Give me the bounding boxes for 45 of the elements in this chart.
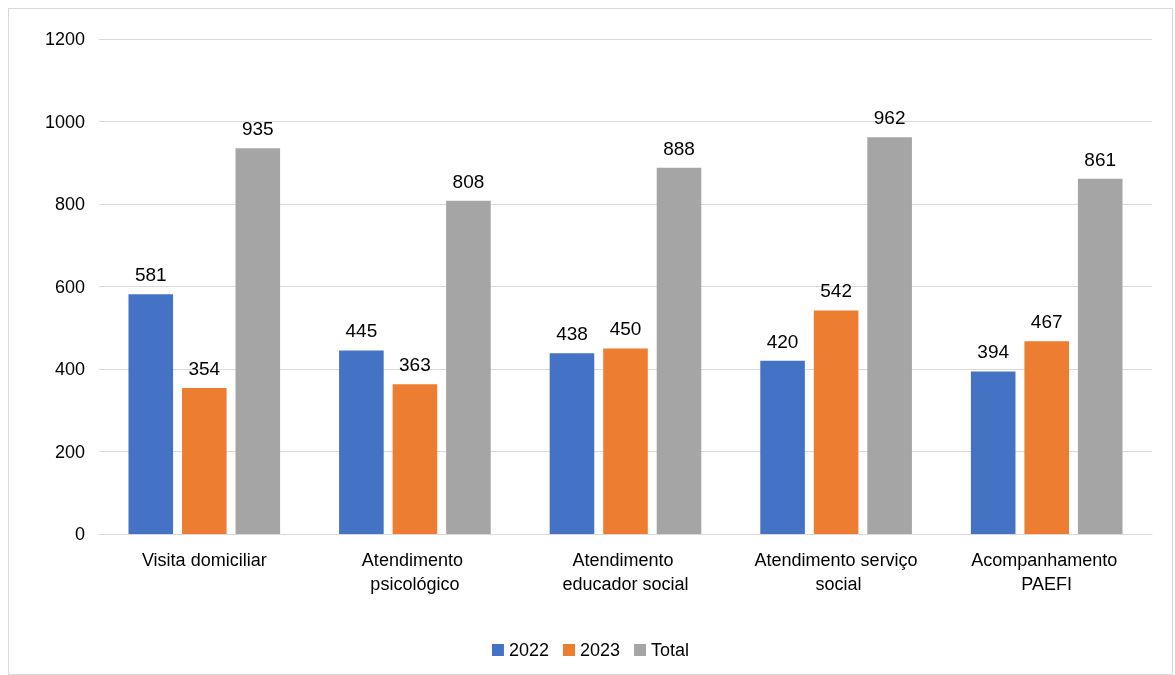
data-label: 808 [452,170,485,192]
data-label: 438 [556,323,588,345]
bar [339,350,384,534]
data-label: 581 [134,264,167,286]
bar [182,387,227,534]
data-label: 450 [609,318,642,340]
legend-label: Total [651,640,690,660]
bar [128,294,174,534]
data-label: 394 [977,341,1010,363]
data-label: 962 [873,107,906,129]
data-label: 467 [1030,311,1063,333]
y-tick-label: 200 [54,441,85,462]
x-tick-label: Acompanhamento PAEFI [971,550,1123,594]
y-tick-label: 0 [74,524,85,544]
legend-label: 2022 [508,640,549,660]
bar [760,360,805,534]
y-tick-label: 400 [54,359,85,379]
legend-label: 2023 [579,640,621,660]
bar [603,348,648,534]
bar [1024,341,1069,534]
data-label: 935 [241,118,274,140]
data-label: 542 [820,280,852,302]
data-label: 363 [399,354,431,376]
x-tick-label: Atendimento serviço social [754,550,918,594]
y-tick-label: 800 [54,194,85,214]
x-tick-label: Visita domiciliar [141,550,267,570]
bar [867,137,912,534]
bar [235,148,281,534]
data-label: 420 [766,330,799,352]
bar [446,200,491,534]
bar [549,353,595,534]
x-tick-label: Atendimento educador social [562,550,689,594]
bar [813,310,859,534]
data-label: 861 [1084,148,1117,170]
bar [392,384,438,534]
data-label: 445 [345,320,378,342]
data-label: 354 [188,357,221,379]
bar [970,371,1016,534]
y-tick-label: 1200 [44,29,85,49]
bar [1077,178,1123,534]
data-label: 888 [663,137,695,159]
y-tick-label: 1000 [44,111,85,132]
y-tick-label: 600 [54,276,85,297]
x-tick-label: Atendimento psicológico [361,550,468,594]
bar [656,167,702,534]
